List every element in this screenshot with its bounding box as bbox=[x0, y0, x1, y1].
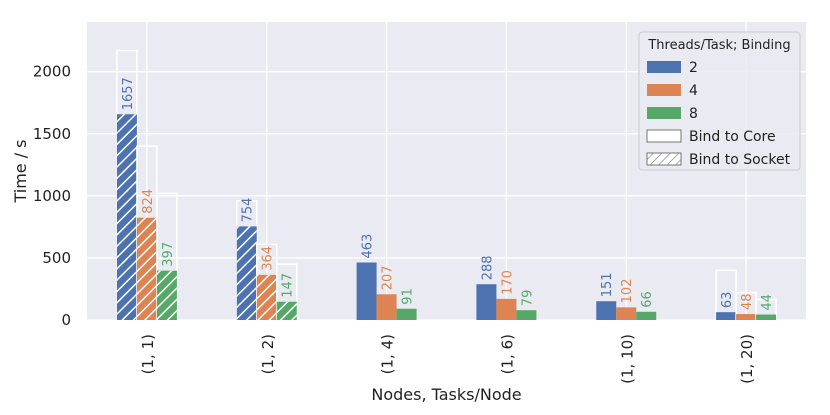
legend-label: Bind to Socket bbox=[689, 152, 791, 168]
legend-swatch-4 bbox=[647, 84, 681, 96]
data-label: 102 bbox=[620, 279, 635, 304]
data-label: 207 bbox=[381, 265, 396, 290]
y-axis-label: Time / s bbox=[11, 139, 30, 203]
bar-socket-hatch bbox=[116, 114, 137, 321]
x-tick-label: (1, 2) bbox=[259, 334, 277, 374]
x-tick-label: (1, 20) bbox=[738, 334, 756, 384]
bar-socket-hatch bbox=[156, 270, 177, 320]
bar-core-4 bbox=[616, 307, 637, 320]
data-label: 151 bbox=[600, 272, 615, 297]
bar-socket-hatch bbox=[276, 301, 297, 320]
bar-core-2 bbox=[356, 262, 377, 320]
x-tick-label: (1, 6) bbox=[498, 334, 516, 374]
data-label: 48 bbox=[740, 293, 755, 310]
y-tick-label: 1500 bbox=[33, 125, 71, 143]
x-tick-label: (1, 4) bbox=[379, 334, 397, 374]
data-label: 170 bbox=[500, 270, 515, 295]
y-tick-label: 0 bbox=[61, 311, 71, 329]
legend: Threads/Task; Binding 2 4 8 Bind to Core Bind… bbox=[638, 31, 801, 171]
data-label: 1657 bbox=[121, 77, 136, 110]
bar-core-8 bbox=[636, 311, 657, 320]
x-tick-label: (1, 1) bbox=[139, 334, 157, 374]
bar-core-4 bbox=[496, 298, 517, 320]
bar-socket-hatch bbox=[236, 226, 257, 320]
data-label: 147 bbox=[281, 273, 296, 298]
x-axis-label: Nodes, Tasks/Node bbox=[371, 385, 521, 404]
data-label: 44 bbox=[760, 294, 775, 311]
y-tick-label: 500 bbox=[42, 249, 71, 267]
legend-swatch-8 bbox=[647, 107, 681, 119]
data-label: 66 bbox=[640, 291, 655, 308]
legend-label: 4 bbox=[689, 83, 698, 99]
y-tick-label: 2000 bbox=[33, 63, 71, 81]
data-label: 754 bbox=[241, 198, 256, 223]
bar-socket-hatch bbox=[256, 274, 277, 320]
bar-core-8 bbox=[396, 308, 417, 320]
data-label: 63 bbox=[720, 292, 735, 309]
data-label: 91 bbox=[401, 288, 416, 305]
bar-core-2 bbox=[596, 301, 617, 320]
bar-socket-8 bbox=[756, 314, 777, 320]
y-tick-label: 1000 bbox=[33, 187, 71, 205]
data-label: 463 bbox=[361, 234, 376, 259]
x-tick-label: (1, 10) bbox=[618, 334, 636, 384]
legend-swatch-core bbox=[646, 129, 682, 143]
data-label: 364 bbox=[261, 246, 276, 271]
legend-label: Bind to Core bbox=[689, 129, 776, 145]
data-label: 397 bbox=[161, 242, 176, 267]
legend-label: 8 bbox=[689, 106, 698, 122]
bar-socket-4 bbox=[736, 314, 757, 320]
bar-socket-2 bbox=[716, 312, 737, 320]
legend-label: 2 bbox=[689, 60, 698, 76]
legend-title: Threads/Task; Binding bbox=[647, 38, 790, 53]
bar-core-4 bbox=[376, 294, 397, 320]
legend-swatch-2 bbox=[647, 61, 681, 73]
data-label: 824 bbox=[141, 189, 156, 214]
data-label: 288 bbox=[480, 255, 495, 280]
bar-core-2 bbox=[476, 284, 497, 320]
data-label: 79 bbox=[520, 290, 535, 307]
bar-socket-hatch bbox=[136, 217, 157, 320]
bar-core-8 bbox=[516, 310, 537, 320]
legend-swatch-socket-hatch bbox=[647, 153, 681, 165]
